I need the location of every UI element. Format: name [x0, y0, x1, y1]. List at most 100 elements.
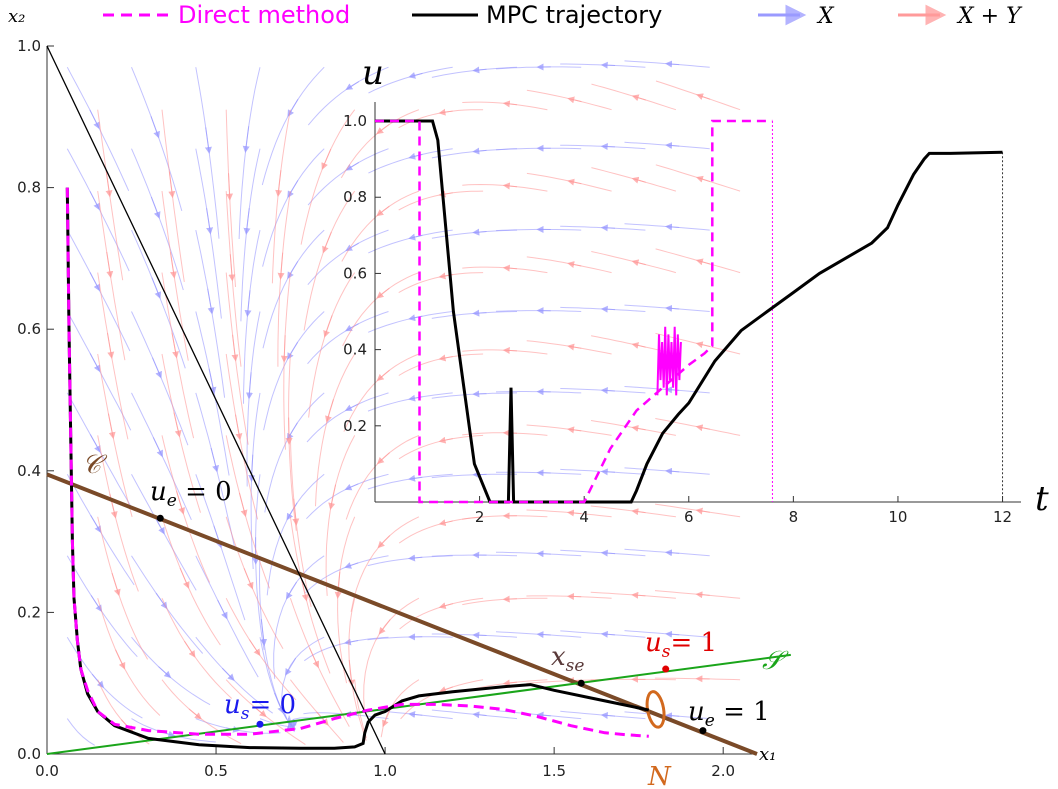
- field-xy-arrow: [323, 315, 333, 338]
- main-curves: [46, 45, 791, 756]
- inset-direct-chatter: [656, 326, 682, 396]
- y-tick-label: 0.8: [17, 179, 41, 197]
- field-xy-arrow: [695, 507, 710, 515]
- field-x-arrow: [150, 196, 161, 219]
- field-x-arrow: [90, 595, 103, 613]
- field-xy-streamline: [526, 509, 612, 518]
- field-x-arrow: [600, 143, 616, 151]
- field-xy-arrow: [292, 498, 300, 526]
- field-xy-arrow: [438, 686, 454, 693]
- field-xy-streamline: [337, 516, 356, 684]
- field-x-arrow: [217, 599, 228, 620]
- field-x-streamline: [131, 67, 183, 212]
- line-c: [46, 472, 758, 756]
- field-x-streamline: [131, 229, 186, 369]
- field-xy-arrow: [109, 493, 118, 519]
- xse-label-sub: se: [566, 656, 585, 676]
- field-xy-arrow: [106, 332, 115, 359]
- field-x-arrow: [600, 468, 616, 476]
- field-xy-arrow: [696, 93, 711, 100]
- field-xy-streamline: [97, 516, 149, 660]
- field-x-streamline: [66, 66, 130, 192]
- field-x-arrow: [665, 549, 680, 557]
- field-xy-arrow: [695, 341, 710, 349]
- field-xy-streamline: [290, 679, 344, 743]
- svg-text:ue = 0: ue = 0: [150, 477, 232, 511]
- inset-x-tick-label: 2: [475, 508, 485, 526]
- us0-label: us= 0: [224, 690, 296, 724]
- inset-mpc-curve: [375, 119, 1003, 504]
- field-xy-arrow: [107, 413, 116, 440]
- inset-y-tick-label: 0.8: [343, 188, 367, 206]
- field-x-arrow: [210, 447, 219, 473]
- field-x-arrow: [472, 147, 487, 155]
- xse-label: xse: [551, 642, 584, 676]
- field-xy-arrow: [243, 568, 254, 590]
- us1-label-rest: = 1: [670, 628, 717, 658]
- field-xy-arrow: [502, 100, 518, 108]
- us1-label-u: u: [645, 628, 662, 658]
- field-x-arrow: [408, 710, 423, 718]
- field-x-arrow: [204, 127, 212, 154]
- inset-x-tick-label: 12: [993, 508, 1012, 526]
- field-xy-arrow: [173, 412, 182, 438]
- field-x-streamline: [261, 66, 325, 186]
- inset-x-tick-label: 10: [888, 508, 907, 526]
- field-x-arrow: [472, 66, 487, 74]
- field-x-arrow: [286, 502, 298, 521]
- legend: Direct method MPC trajectory X X + Y: [103, 1, 1023, 29]
- inset-y-tick-label: 1.0: [343, 112, 367, 130]
- field-xy-arrow: [105, 170, 113, 198]
- field-x-streamline: [266, 473, 325, 596]
- field-xy-streamline: [277, 191, 291, 367]
- y-axis-label: x₂: [8, 6, 25, 27]
- field-x-arrow: [408, 554, 423, 562]
- field-x-arrow: [345, 161, 360, 171]
- field-x-arrow: [285, 581, 298, 600]
- field-x-arrow: [600, 711, 616, 719]
- field-x-arrow: [345, 81, 360, 91]
- field-x-arrow: [408, 233, 423, 241]
- field-xy-arrow: [378, 619, 391, 635]
- field-x-arrow: [344, 483, 359, 491]
- field-xy-arrow: [376, 123, 390, 135]
- field-xy-streamline: [289, 435, 312, 608]
- inset-chart: 2 4 6 8 10 12 0.2 0.4 0.6 0.8 1.0 t u: [343, 53, 1049, 526]
- ue0-label: ue = 0: [150, 477, 232, 511]
- us1-label: us= 1: [645, 628, 717, 662]
- field-xy-streamline: [526, 172, 612, 192]
- field-xy-streamline: [97, 109, 124, 281]
- field-xy-arrow: [631, 176, 646, 184]
- field-x-arrow: [89, 272, 101, 292]
- field-x-arrow: [150, 116, 160, 139]
- field-xy-arrow: [438, 436, 453, 444]
- field-xy-streamline: [462, 183, 548, 192]
- field-xy-arrow: [334, 571, 342, 599]
- field-xy-arrow: [631, 508, 646, 516]
- field-x-arrow: [207, 288, 215, 315]
- field-x-arrow: [245, 372, 253, 400]
- field-x-arrow: [472, 711, 487, 719]
- field-x-arrow: [206, 208, 214, 235]
- field-xy-streamline: [526, 89, 612, 111]
- field-xy-arrow: [238, 492, 248, 518]
- svg-text:us= 0: us= 0: [224, 690, 296, 724]
- field-xy-arrow: [502, 679, 518, 687]
- legend-x-label: X: [816, 4, 835, 29]
- field-x-arrow: [536, 550, 551, 558]
- field-x-arrow: [208, 368, 217, 395]
- field-x-arrow: [665, 467, 680, 475]
- x-tick-label: 2.0: [711, 762, 735, 780]
- inset-y-tick-label: 0.4: [343, 341, 367, 359]
- field-x-streamline: [131, 311, 189, 446]
- field-x-streamline: [195, 555, 259, 678]
- field-xy-streamline: [345, 434, 420, 520]
- field-x-arrow: [155, 592, 168, 610]
- field-x-arrow: [665, 142, 680, 149]
- point-u-e-0: [156, 514, 164, 522]
- x-tick-label: 1.0: [373, 762, 397, 780]
- field-x-arrow: [665, 630, 680, 638]
- field-xy-arrow: [631, 342, 646, 349]
- field-x-streamline: [131, 636, 211, 706]
- inset-x-tick-label: 8: [789, 508, 799, 526]
